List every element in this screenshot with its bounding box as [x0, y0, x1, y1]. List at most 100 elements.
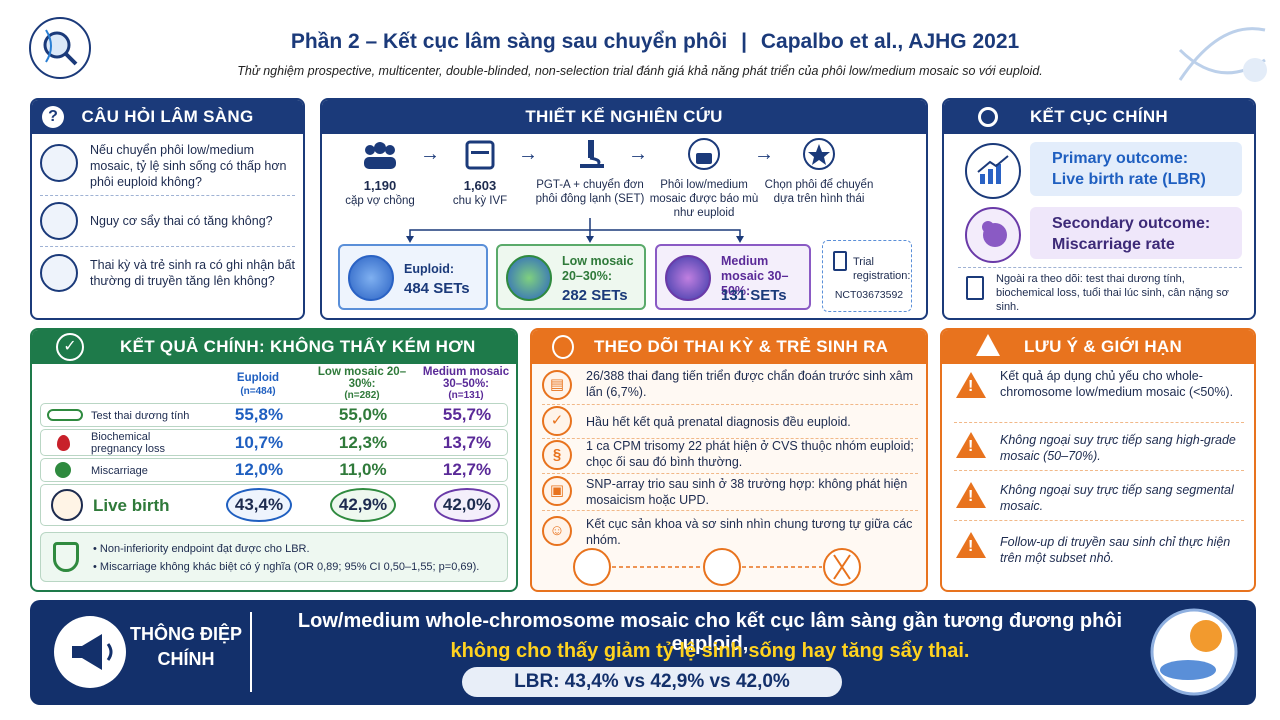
separator [958, 267, 1242, 268]
column-n: (n=282) [344, 390, 380, 401]
group-count: 131 SETs [721, 287, 787, 304]
limitation-item: Kết quả áp dụng chủ yếu cho whole-chromo… [1000, 369, 1234, 399]
fetus-icon [40, 202, 78, 240]
title: Phần 2 – Kết cục lâm sàng sau chuyển phô… [290, 30, 728, 53]
target-icon [978, 107, 998, 127]
primary-outcome-box: Primary outcome: Live birth rate (LBR) [1030, 142, 1242, 196]
results-notes-box: • Non-inferiority endpoint đạt được cho … [40, 532, 508, 582]
column-n: (n=484) [240, 386, 276, 397]
logo-icon [29, 17, 91, 79]
row-value: 10,7% [234, 433, 284, 452]
panel-title: THIẾT KẾ NGHIÊN CỨU [322, 100, 926, 134]
pregnancy-icon [552, 335, 574, 359]
separator [542, 404, 918, 405]
row-value: 42,9% [330, 488, 396, 522]
fetus-icon [55, 462, 71, 478]
drop-icon [57, 435, 70, 451]
limitation-item: Không ngoại suy trực tiếp sang high-grad… [1000, 433, 1236, 463]
panel-title: KẾT CỤC CHÍNH [944, 100, 1254, 134]
row-label: Test thai dương tính [91, 410, 190, 422]
panel-title: THEO DÕI THAI KỲ & TRẺ SINH RA [532, 330, 926, 364]
couple-icon [40, 144, 78, 182]
warning-icon [976, 334, 1000, 356]
group-box: Euploid: 484 SETs [338, 244, 488, 310]
follow-up-item: Kết cục sản khoa và sơ sinh nhìn chung t… [586, 517, 913, 547]
clipboard-icon [966, 276, 984, 300]
separator [542, 473, 918, 474]
row-value: 43,4% [226, 488, 292, 522]
clipboard-icon [833, 251, 847, 271]
question-item: Nếu chuyển phôi low/medium mosaic, tỷ lệ… [90, 143, 287, 189]
row-value: 55,0% [338, 405, 388, 424]
column-name: Euploid [236, 372, 280, 384]
item-icon: ✓ [542, 406, 572, 436]
embryo-icon [506, 255, 552, 301]
separator [542, 510, 918, 511]
header-title-row: Phần 2 – Kết cục lâm sàng sau chuyển phô… [290, 30, 1020, 53]
results-note: • Non-inferiority endpoint đạt được cho … [93, 543, 310, 555]
separator [954, 470, 1244, 471]
column-name: Medium mosaic 30–50%: [422, 366, 510, 390]
check-icon: ✓ [56, 333, 84, 361]
divider [250, 612, 252, 692]
flow-arrow: → [628, 143, 648, 165]
column-n: (n=131) [448, 390, 484, 401]
dna-icon [40, 254, 78, 292]
result-row: Test thai dương tính 55,8% 55,0% 55,7% [40, 403, 508, 427]
row-value: 13,7% [442, 433, 492, 452]
result-row: Biochemical pregnancy loss 10,7% 12,3% 1… [40, 429, 508, 456]
group-name: Low mosaic 20–30%: [562, 254, 634, 283]
secondary-value: Miscarriage rate [1052, 236, 1175, 253]
group-name: Medium mosaic 30–50%: [721, 254, 789, 298]
results-panel: KẾT QUẢ CHÍNH: KHÔNG THẤY KÉM HƠN ✓ Eupl… [30, 328, 518, 592]
flow-arrow: → [420, 143, 440, 165]
follow-up-panel: THEO DÕI THAI KỲ & TRẺ SINH RA ▤ 26/388 … [530, 328, 928, 592]
warning-icon [956, 532, 986, 558]
test-icon [47, 409, 83, 421]
row-value: 12,3% [338, 433, 388, 452]
baby-icon [51, 489, 83, 521]
step-label: cặp vợ chồng [345, 195, 415, 207]
row-label: Biochemical pregnancy loss [91, 431, 165, 455]
primary-label: Primary outcome: [1052, 150, 1189, 167]
registration-label: Trial registration: [853, 256, 911, 282]
follow-up-illustration [573, 548, 861, 586]
secondary-outcome-box: Secondary outcome: Miscarriage rate [1030, 207, 1242, 259]
separator [954, 422, 1244, 423]
shield-icon [53, 542, 79, 572]
separator [542, 438, 918, 439]
step-label: PGT-A + chuyển đơn phôi đông lạnh (SET) [535, 179, 645, 205]
step-value: 1,603 [463, 178, 497, 193]
group-box: Low mosaic 20–30%: 282 SETs [496, 244, 646, 310]
primary-value: Live birth rate (LBR) [1052, 171, 1206, 188]
question-item: Nguy cơ sẩy thai có tăng không? [90, 214, 273, 228]
note-text: Miscarriage không khác biệt có ý nghĩa (… [99, 561, 480, 573]
warning-icon [956, 482, 986, 508]
follow-up-item: 26/388 thai đang tiến triển được chẩn đo… [586, 369, 914, 399]
megaphone-icon [54, 616, 126, 688]
flow-arrow: → [754, 143, 774, 165]
step-label: chu kỳ IVF [452, 195, 508, 207]
chart-icon [965, 143, 1021, 199]
step-icons [364, 138, 835, 170]
item-icon: § [542, 440, 572, 470]
dna-decoration [1178, 27, 1267, 82]
step-label: Phôi low/medium mosaic được báo mù như e… [649, 179, 759, 219]
row-value: 12,7% [442, 460, 492, 479]
group-name: Euploid: [404, 262, 454, 276]
separator [40, 246, 295, 247]
clinical-questions-panel: CÂU HỎI LÂM SÀNG ? Nếu chuyển phôi low/m… [30, 98, 305, 320]
item-icon: ▣ [542, 476, 572, 506]
embryo-illustration [1150, 608, 1238, 696]
row-value: 55,7% [442, 405, 492, 424]
step-label: Chọn phôi để chuyển dựa trên hình thái [764, 179, 874, 205]
warning-icon [956, 432, 986, 458]
row-value: 55,8% [234, 405, 284, 424]
warning-icon [956, 372, 986, 398]
registration-box: Trial registration: NCT03673592 [822, 240, 912, 312]
outcomes-note: Ngoài ra theo dõi: test thai dương tính,… [996, 273, 1229, 313]
panel-title: KẾT QUẢ CHÍNH: KHÔNG THẤY KÉM HƠN [32, 330, 516, 364]
follow-up-item: SNP-array trio sau sinh ở 38 trường hợp:… [586, 477, 908, 507]
study-design-panel: THIẾT KẾ NGHIÊN CỨU → → → → 1,190 cặp vợ… [320, 98, 928, 320]
